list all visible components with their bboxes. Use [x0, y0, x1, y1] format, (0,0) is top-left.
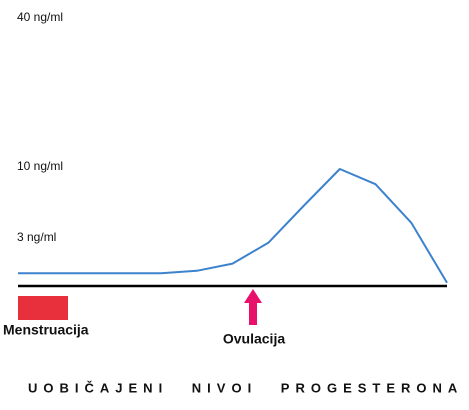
menstruation-bar — [18, 296, 68, 320]
y-tick-label: 3 ng/ml — [17, 230, 56, 244]
y-tick-label: 40 ng/ml — [17, 10, 63, 24]
data-line — [18, 168, 448, 284]
annotation: Menstruacija — [3, 322, 89, 338]
ovulation-arrow — [244, 289, 262, 325]
annotation: Ovulacija — [223, 331, 285, 347]
chart-title: UOBIČAJENI NIVOI PROGESTERONA — [28, 380, 463, 395]
y-tick-label: 10 ng/ml — [17, 159, 63, 173]
